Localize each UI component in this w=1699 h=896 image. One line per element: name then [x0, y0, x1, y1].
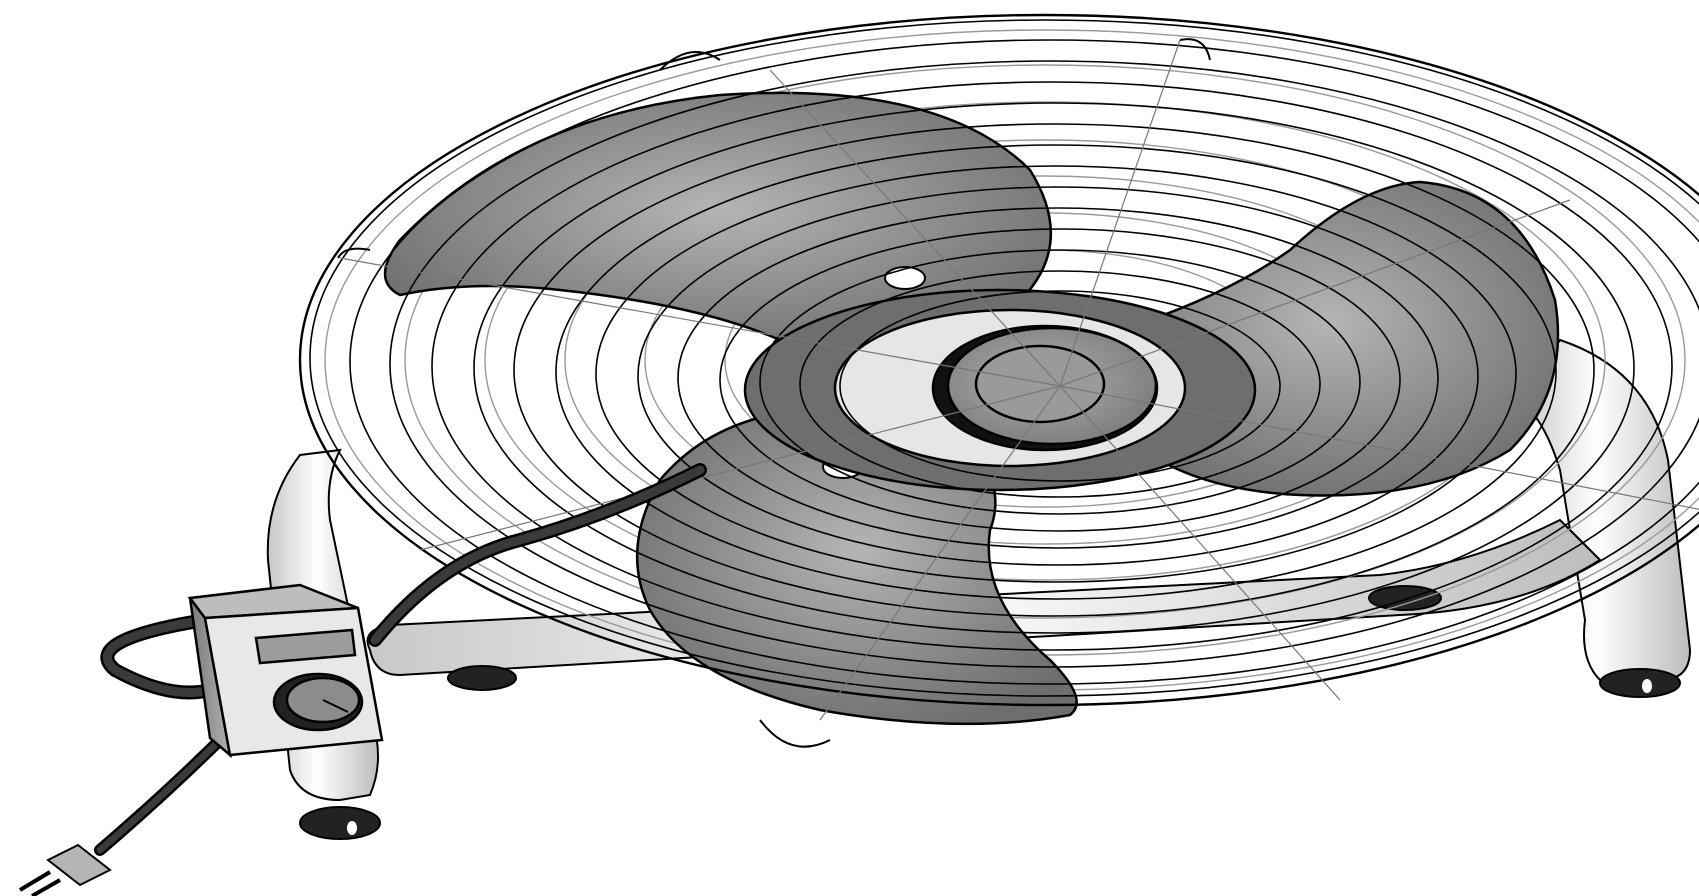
speed-control-box-icon — [187, 583, 384, 759]
plug-icon — [18, 843, 112, 896]
fan-hub-icon — [743, 288, 1257, 492]
fan-guard-icon — [299, 13, 1699, 748]
speed-dial-icon — [272, 672, 364, 732]
